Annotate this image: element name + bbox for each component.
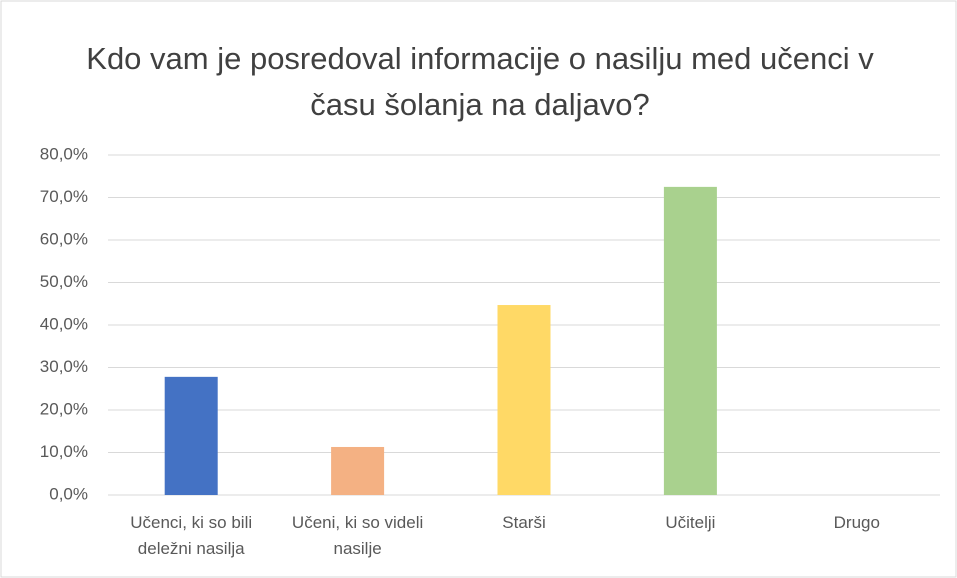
y-tick-label: 70,0% bbox=[40, 187, 88, 206]
x-tick-label: Učitelji bbox=[665, 513, 716, 532]
y-tick-label: 40,0% bbox=[40, 314, 88, 333]
bar bbox=[663, 186, 717, 495]
x-tick-label: Učenci, ki so bili deležni nasilja bbox=[130, 513, 253, 558]
x-tick-label: Učeni, ki so videli nasilje bbox=[291, 513, 424, 558]
x-tick-label: Drugo bbox=[833, 513, 880, 532]
y-tick-label: 30,0% bbox=[40, 357, 88, 376]
bar bbox=[164, 376, 218, 495]
y-tick-label: 80,0% bbox=[40, 144, 88, 163]
bar bbox=[497, 305, 551, 495]
y-tick-label: 60,0% bbox=[40, 229, 88, 248]
chart-title: Kdo vam je posredoval informacije o nasi… bbox=[86, 41, 874, 122]
y-tick-label: 20,0% bbox=[40, 399, 88, 418]
y-tick-label: 10,0% bbox=[40, 442, 88, 461]
y-tick-label: 50,0% bbox=[40, 272, 88, 291]
bar bbox=[331, 446, 385, 495]
y-tick-label: 0,0% bbox=[49, 484, 88, 503]
x-tick-label: Starši bbox=[502, 513, 546, 532]
